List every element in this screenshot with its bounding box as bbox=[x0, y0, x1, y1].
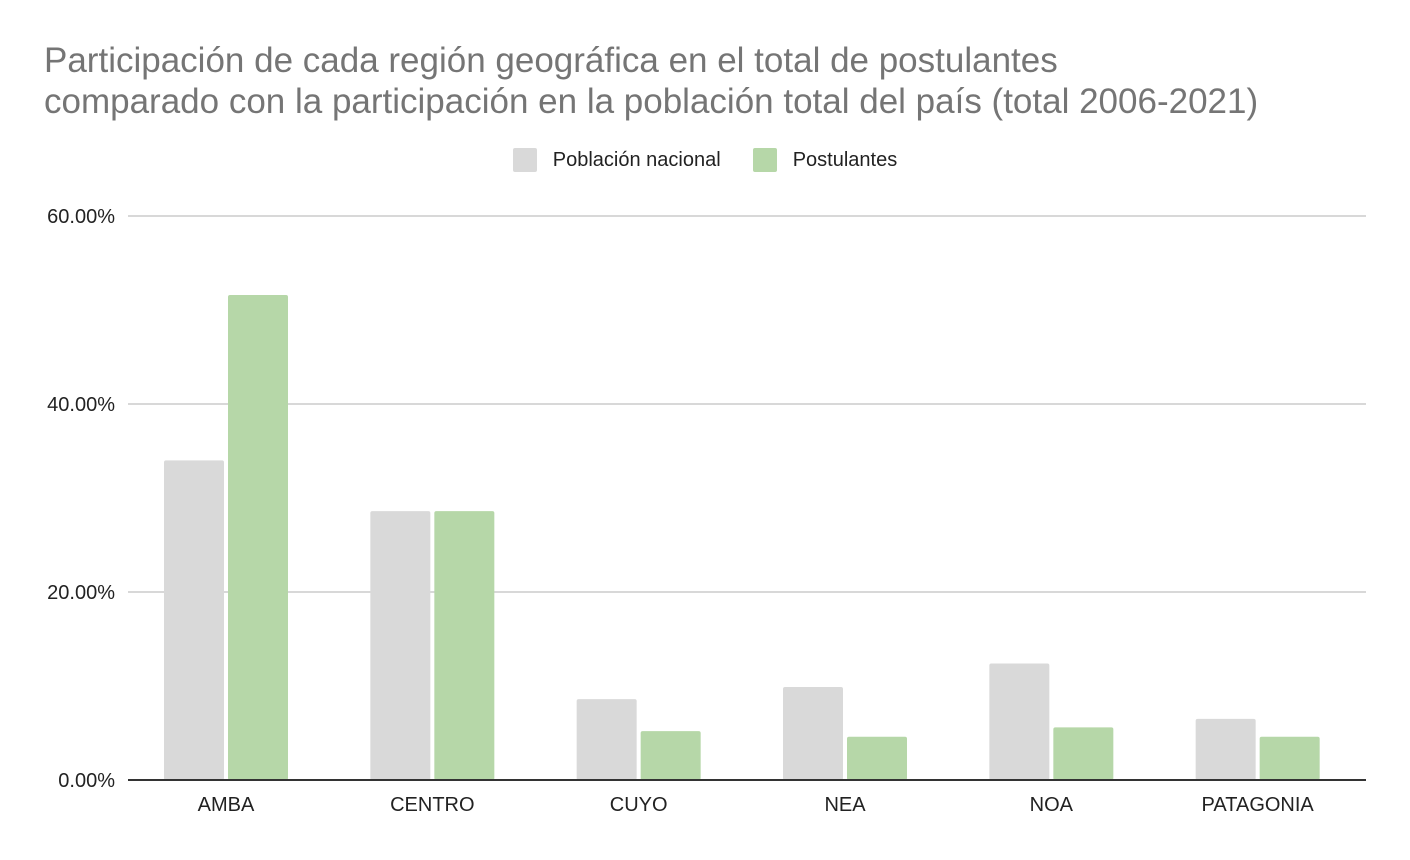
y-tick-label: 20.00% bbox=[47, 582, 115, 604]
bar-poblacion-nacional-amba bbox=[164, 460, 224, 780]
bar-poblacion-nacional-nea bbox=[783, 686, 843, 780]
chart-title: Participación de cada región geográfica … bbox=[44, 40, 1384, 122]
legend-swatch-poblacion-nacional bbox=[512, 148, 537, 172]
gridlines bbox=[128, 215, 1366, 593]
x-tick-label: NOA bbox=[1030, 794, 1074, 816]
y-axis-tick-labels: 0.00% 20.00% 40.00% 60.00% bbox=[47, 206, 115, 792]
x-tick-label: PATAGONIA bbox=[1202, 794, 1315, 816]
legend-item-poblacion-nacional: Población nacional bbox=[512, 148, 721, 172]
chart-title-line-2: comparado con la participación en la pob… bbox=[44, 82, 1259, 121]
bar-poblacion-nacional-patagonia bbox=[1195, 718, 1256, 780]
bar-poblacion-nacional-centro bbox=[370, 511, 431, 780]
x-tick-label: AMBA bbox=[198, 794, 255, 816]
y-tick-label: 60.00% bbox=[47, 206, 115, 228]
x-axis-tick-labels: AMBA CENTRO CUYO NEA NOA PATAGONIA bbox=[198, 794, 1315, 816]
bar-postulantes-nea bbox=[847, 736, 907, 780]
x-tick-label: CUYO bbox=[610, 794, 668, 816]
bar-poblacion-nacional-cuyo bbox=[576, 699, 637, 780]
bar-poblacion-nacional-noa bbox=[989, 663, 1050, 780]
bar-postulantes-cuyo bbox=[640, 731, 701, 780]
bar-postulantes-patagonia bbox=[1259, 736, 1320, 780]
bar-postulantes-centro bbox=[434, 511, 495, 780]
bar-postulantes-noa bbox=[1053, 727, 1114, 780]
bars bbox=[164, 294, 1320, 780]
x-tick-label: NEA bbox=[824, 794, 866, 816]
legend-item-postulantes: Postulantes bbox=[752, 148, 898, 172]
chart-legend: Población nacional Postulantes bbox=[0, 148, 1410, 172]
legend-swatch-postulantes bbox=[752, 148, 777, 172]
legend-label-postulantes: Postulantes bbox=[792, 148, 898, 171]
y-tick-label: 40.00% bbox=[47, 394, 115, 416]
legend-label-poblacion-nacional: Población nacional bbox=[552, 148, 721, 171]
y-tick-label: 0.00% bbox=[58, 770, 115, 792]
bar-postulantes-amba bbox=[228, 294, 288, 780]
chart-title-line-1: Participación de cada región geográfica … bbox=[44, 41, 1058, 80]
x-tick-label: CENTRO bbox=[390, 794, 474, 816]
